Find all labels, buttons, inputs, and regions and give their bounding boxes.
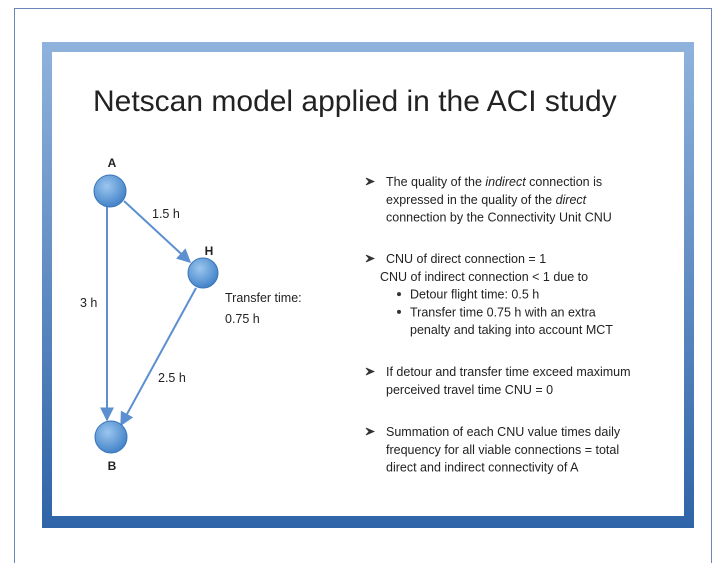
edge-label: 2.5 h (158, 371, 186, 385)
text-segment: connection by the Connectivity Unit CNU (386, 211, 612, 225)
text-segment: The quality of the (386, 175, 485, 189)
bullet-text: expressed in the quality of the direct (386, 193, 587, 207)
text-segment: frequency for all viable connections = t… (386, 443, 619, 457)
arrow-bullet (365, 367, 375, 376)
bullet-text: perceived travel time CNU = 0 (386, 383, 553, 397)
slide-title: Netscan model applied in the ACI study (93, 85, 617, 118)
bullet-text: The quality of the indirect connection i… (386, 175, 602, 189)
edge-arrow (120, 287, 197, 427)
text-segment: If detour and transfer time exceed maxim… (386, 365, 631, 379)
sub-bullet-text: Detour flight time: 0.5 h (410, 288, 539, 302)
bullet-text: CNU of direct connection = 1 (386, 252, 546, 266)
arrow-bullet (365, 177, 375, 186)
slide-body (52, 52, 684, 516)
text-segment: indirect (485, 175, 526, 189)
node (93, 174, 127, 208)
transfer-note: Transfer time: (225, 291, 302, 305)
text-segment: CNU of direct connection = 1 (386, 252, 546, 266)
text-segment: direct and indirect connectivity of A (386, 461, 579, 475)
sub-bullet-text: penalty and taking into account MCT (410, 323, 613, 337)
arrow-bullet (365, 254, 375, 263)
sub-bullet-text: Transfer time 0.75 h with an extra (410, 305, 596, 319)
bullet-text: frequency for all viable connections = t… (386, 443, 619, 457)
bullet-text: direct and indirect connectivity of A (386, 461, 579, 475)
bullet-text: Summation of each CNU value times daily (386, 425, 621, 439)
edge-label: 1.5 h (152, 207, 180, 221)
node (94, 420, 128, 454)
text-segment: Summation of each CNU value times daily (386, 425, 621, 439)
sub-bullet (397, 309, 401, 314)
bullet-text: CNU of indirect connection < 1 due to (380, 270, 588, 284)
bullet-text: If detour and transfer time exceed maxim… (386, 365, 631, 379)
node-label: H (205, 244, 214, 258)
transfer-note: 0.75 h (225, 312, 260, 326)
bullet-text: connection by the Connectivity Unit CNU (386, 211, 612, 225)
node-label: A (108, 156, 117, 170)
text-segment: connection is (526, 175, 602, 189)
text-segment: CNU of indirect connection < 1 due to (380, 270, 588, 284)
bullet-list: The quality of the indirect connection i… (365, 175, 631, 475)
node-label: B (108, 459, 117, 473)
edge-arrow (123, 200, 192, 263)
node (187, 257, 219, 289)
text-segment: direct (556, 193, 587, 207)
arrow-bullet (365, 427, 375, 436)
text-segment: expressed in the quality of the (386, 193, 556, 207)
text-segment: perceived travel time CNU = 0 (386, 383, 553, 397)
edge-label: 3 h (80, 296, 97, 310)
sub-bullet (397, 292, 401, 297)
